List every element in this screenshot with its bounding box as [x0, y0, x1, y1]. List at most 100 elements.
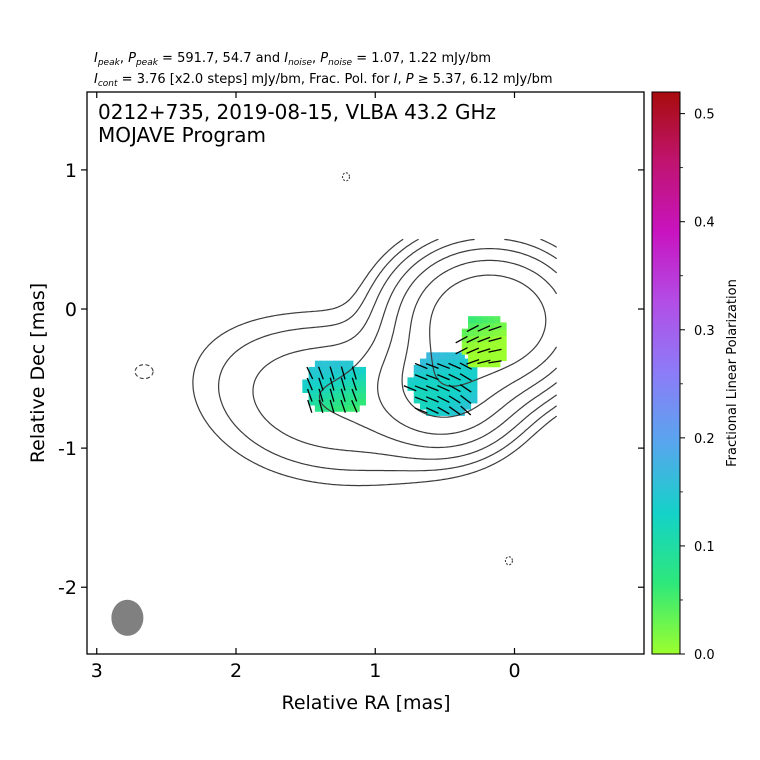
pol-pixel	[474, 334, 482, 343]
pol-pixel	[308, 391, 316, 400]
pol-pixel	[346, 379, 354, 387]
pol-pixel	[457, 389, 465, 398]
evpa-stick	[459, 373, 472, 382]
evpa-stick	[318, 377, 324, 391]
pol-pixel	[463, 358, 472, 366]
evpa-stick	[329, 366, 335, 380]
pol-pixel	[333, 404, 341, 412]
evpa-stick	[466, 347, 480, 354]
pol-pixel	[346, 373, 354, 381]
pol-pixel	[432, 389, 440, 398]
evpa-stick	[318, 399, 324, 413]
pol-pixel	[327, 373, 335, 381]
pol-pixel	[463, 396, 472, 404]
pol-pixel	[314, 373, 323, 381]
pol-pixel	[457, 408, 465, 416]
colorbar-tick-label: 0.5	[694, 108, 715, 123]
evpa-stick	[437, 395, 450, 404]
pol-pixel	[457, 396, 465, 404]
pol-pixel	[407, 377, 415, 385]
pol-pixel	[339, 398, 348, 406]
pol-pixel	[420, 364, 428, 373]
pol-pixel	[426, 408, 434, 416]
y-tick-label: 0	[65, 299, 77, 321]
pol-pixel	[321, 366, 329, 375]
pol-pixel	[346, 385, 354, 393]
pol-pixel	[445, 352, 453, 360]
pol-pixel	[420, 389, 428, 398]
pol-pixel	[346, 391, 354, 400]
pol-pixel	[493, 353, 501, 361]
x-axis: 3 2 1 0	[91, 92, 521, 682]
evpa-sticks	[306, 324, 502, 416]
pol-pixel	[457, 352, 465, 360]
evpa-stick	[448, 362, 462, 370]
evpa-stick	[466, 336, 480, 344]
contour-level-6	[401, 259, 557, 418]
pol-pixel	[333, 373, 341, 381]
pol-pixel	[426, 377, 434, 385]
pol-pixel	[346, 404, 354, 412]
pol-pixel	[445, 377, 453, 385]
pol-pixel	[426, 371, 434, 379]
pol-pixel	[302, 379, 310, 387]
pol-pixel	[432, 352, 440, 360]
evpa-stick	[414, 362, 428, 370]
chart-subtitle: MOJAVE Program	[98, 123, 266, 147]
colorbar-tick-label: 0.2	[694, 432, 715, 447]
pol-pixel	[438, 364, 447, 373]
pol-pixel	[352, 398, 360, 406]
pol-pixel	[468, 341, 476, 349]
pol-pixel	[461, 328, 470, 336]
pol-pixel	[358, 398, 366, 406]
evpa-stick	[488, 348, 502, 353]
pol-pixel	[321, 379, 329, 387]
pol-pixel	[480, 316, 488, 324]
pol-pixel	[407, 383, 415, 391]
pol-pixel	[413, 371, 422, 379]
pol-pixel	[358, 366, 366, 375]
pol-pixel	[474, 341, 482, 349]
pol-pixel	[486, 359, 495, 368]
pol-pixel	[432, 396, 440, 404]
pol-pixel	[470, 389, 478, 398]
evpa-stick	[466, 324, 479, 333]
x-tick-label: 2	[230, 660, 242, 682]
evpa-stick	[459, 383, 472, 393]
pol-pixel	[461, 341, 470, 349]
evpa-stick	[329, 399, 335, 413]
evpa-stick	[426, 407, 439, 414]
pol-pixel	[302, 385, 310, 393]
pol-pixel	[438, 352, 447, 360]
polarization-region-0	[302, 360, 366, 412]
colorbar-axis: 0.0 0.1 0.2 0.3 0.4 0.5	[680, 108, 715, 663]
pol-pixel	[468, 322, 476, 330]
evpa-stick	[437, 406, 450, 415]
pol-pixel	[432, 371, 440, 379]
pol-pixel	[426, 352, 434, 360]
pol-pixel	[438, 408, 447, 416]
pol-pixel	[451, 364, 459, 373]
pol-pixel	[339, 366, 348, 375]
pol-pixel	[413, 364, 422, 373]
pol-pixel	[426, 389, 434, 398]
pol-pixel	[308, 366, 316, 375]
evpa-stick	[351, 388, 358, 402]
total-intensity-contours	[192, 238, 557, 487]
pol-pixel	[451, 383, 459, 391]
pol-pixel	[474, 353, 482, 361]
colorbar-tick-label: 0.0	[694, 648, 715, 663]
pol-pixel	[413, 389, 422, 398]
pol-pixel	[420, 358, 428, 366]
pol-pixel	[463, 402, 472, 410]
evpa-stick	[425, 374, 439, 381]
pol-pixel	[314, 398, 323, 406]
pol-pixel	[480, 322, 488, 330]
pol-pixel	[321, 398, 329, 406]
colorbar-tick-label: 0.3	[694, 324, 715, 339]
pol-pixel	[470, 364, 478, 373]
evpa-stick	[318, 388, 324, 402]
pol-pixel	[314, 360, 323, 368]
pol-pixel	[426, 364, 434, 373]
